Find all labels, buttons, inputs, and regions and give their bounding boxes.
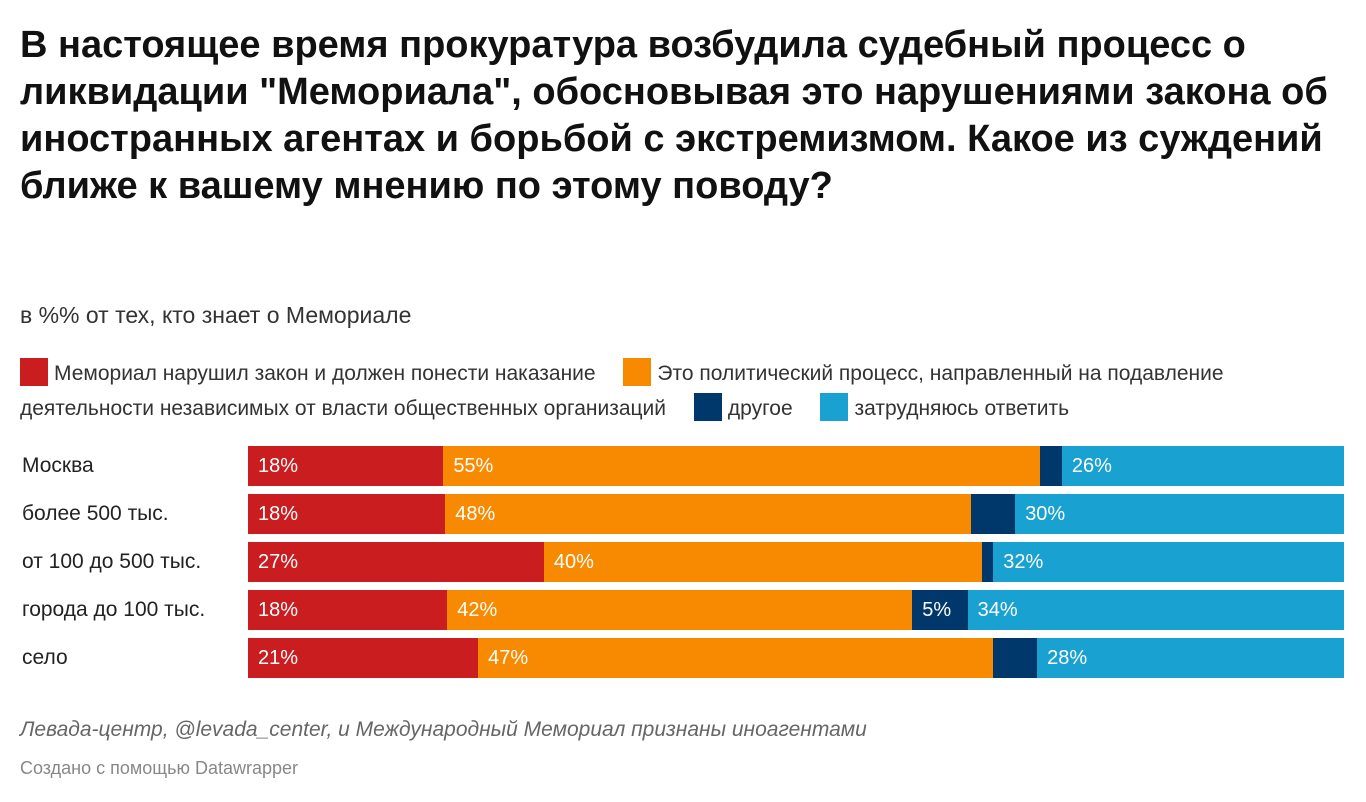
data-label: 18% xyxy=(258,455,299,477)
legend-label: Мемориал нарушил закон и должен понести … xyxy=(54,362,596,385)
data-label: 40% xyxy=(553,551,594,573)
data-label: 18% xyxy=(258,503,299,525)
data-label: 18% xyxy=(258,599,299,621)
footnote: Левада-центр, @levada_center, и Междунар… xyxy=(20,718,867,741)
legend: Мемориал нарушил закон и должен понести … xyxy=(20,356,1350,426)
data-label: 27% xyxy=(258,551,299,573)
category-label: более 500 тыс. xyxy=(22,502,169,525)
stacked-bar-chart: Москва 18% 55% 26% более 500 тыс. 18% 48% 30% от… xyxy=(0,446,1366,686)
category-label: село xyxy=(22,646,68,669)
bar-segment xyxy=(1061,446,1345,486)
legend-swatch xyxy=(820,393,849,421)
bar-segment xyxy=(993,542,1345,582)
bar-segment xyxy=(248,542,545,582)
bar-segment xyxy=(248,638,479,678)
legend-swatch xyxy=(693,393,722,421)
data-label: 32% xyxy=(1003,551,1044,573)
bar-segment xyxy=(248,590,448,630)
bar-segment xyxy=(478,638,994,678)
legend-item: Мемориал нарушил закон и должен понести … xyxy=(20,358,596,386)
legend-swatch xyxy=(623,358,652,386)
bar-segment xyxy=(1015,494,1345,534)
bar-segment xyxy=(443,446,1041,486)
legend-item: другое xyxy=(693,393,793,421)
legend-item: Это политический процесс, направленный н… xyxy=(20,358,1224,420)
legend-swatch xyxy=(20,358,48,386)
data-label: 28% xyxy=(1047,647,1088,669)
category-label: от 100 до 500 тыс. xyxy=(22,550,202,573)
bar-segment xyxy=(967,590,1345,630)
bar-segment xyxy=(447,590,913,630)
data-label: 26% xyxy=(1071,455,1112,477)
chart-title: В настоящее время прокуратура возбудила … xyxy=(20,24,1328,207)
category-label: города до 100 тыс. xyxy=(22,598,206,621)
bar-segment xyxy=(543,542,983,582)
bar-segment xyxy=(993,638,1038,678)
category-label: Москва xyxy=(22,454,94,477)
bar-row: 21% 47% 28% xyxy=(248,638,1345,678)
bar-row: 18% 48% 30% xyxy=(248,494,1345,534)
bar-segment xyxy=(445,494,972,534)
data-label: 30% xyxy=(1025,503,1066,525)
legend-label: другое xyxy=(727,397,793,420)
bar-segment xyxy=(982,542,994,582)
legend-label: Это политический процесс, направленный н… xyxy=(20,362,1224,420)
bar-segment xyxy=(971,494,1016,534)
bar-row: 18% 42% 5% 34% xyxy=(248,590,1345,630)
bar-segment xyxy=(1040,446,1063,486)
legend-item: затрудняюсь ответить xyxy=(820,393,1070,421)
data-label: 48% xyxy=(455,503,496,525)
data-label: 47% xyxy=(488,647,529,669)
bar-segment xyxy=(912,590,969,630)
data-label: 42% xyxy=(457,599,498,621)
bar-segment xyxy=(1037,638,1345,678)
bar-row: 18% 55% 26% xyxy=(248,446,1345,486)
data-label: 55% xyxy=(453,455,494,477)
bar-row: 27% 40% 32% xyxy=(248,542,1345,582)
credit-link[interactable]: Создано с помощью Datawrapper xyxy=(20,758,299,778)
legend-label: затрудняюсь ответить xyxy=(854,397,1070,420)
chart-subtitle: в %% от тех, кто знает о Мемориале xyxy=(20,302,412,328)
data-label: 21% xyxy=(258,647,299,669)
data-label: 34% xyxy=(977,599,1018,621)
bar-segment xyxy=(248,494,446,534)
data-label: 5% xyxy=(922,599,952,621)
bar-segment xyxy=(248,446,444,486)
